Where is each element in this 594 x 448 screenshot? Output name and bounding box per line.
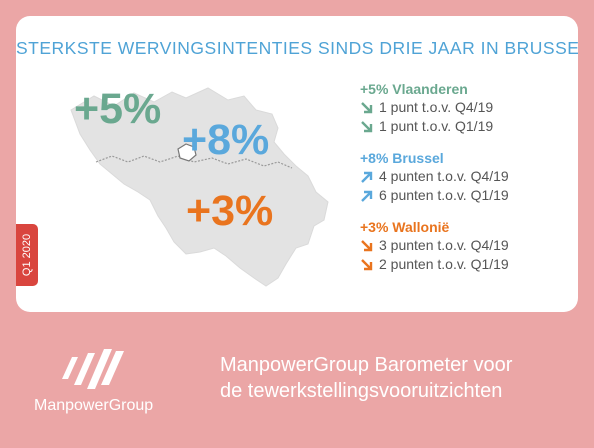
legend-row: 3 punten t.o.v. Q4/19 — [360, 236, 570, 255]
quarter-tab: Q1 2020 — [16, 224, 38, 286]
brand-name: ManpowerGroup — [34, 397, 154, 414]
belgium-map — [70, 87, 329, 287]
barometer-line-1: ManpowerGroup Barometer voor — [220, 354, 513, 376]
arrow-down-right-icon — [361, 239, 373, 251]
legend-row: 6 punten t.o.v. Q1/19 — [360, 186, 570, 205]
brussels-outline — [177, 143, 197, 162]
wallonie-value: +3% — [186, 187, 274, 235]
legend-row: 1 punt t.o.v. Q4/19 — [360, 98, 570, 117]
arrow-down-right-icon — [361, 101, 373, 113]
legend-row-text: 4 punten t.o.v. Q4/19 — [379, 168, 509, 184]
barometer-line-2: de tewerkstellingsvooruitzichten — [220, 380, 503, 402]
vlaanderen-value: +5% — [74, 85, 162, 133]
legend-row: 1 punt t.o.v. Q1/19 — [360, 117, 570, 136]
legend-row: 4 punten t.o.v. Q4/19 — [360, 167, 570, 186]
legend-row-text: 1 punt t.o.v. Q1/19 — [379, 118, 494, 134]
legend-heading: +3% Wallonië — [360, 219, 450, 235]
legend-group-brussel: +8% Brussel 4 punten t.o.v. Q4/19 6 punt… — [360, 149, 570, 205]
infographic-title: STERKSTE WERVINGSINTENTIES SINDS DRIE JA… — [16, 38, 578, 58]
quarter-label: Q1 2020 — [21, 233, 33, 277]
infographic-card: STERKSTE WERVINGSINTENTIES SINDS DRIE JA… — [16, 16, 578, 312]
legend-heading: +5% Vlaanderen — [360, 81, 468, 97]
legend-row-text: 1 punt t.o.v. Q4/19 — [379, 99, 494, 115]
legend-heading: +8% Brussel — [360, 150, 444, 166]
arrow-down-right-icon — [361, 258, 373, 270]
legend-row-text: 6 punten t.o.v. Q1/19 — [379, 187, 509, 203]
manpowergroup-logo-icon — [62, 349, 124, 389]
legend: +5% Vlaanderen 1 punt t.o.v. Q4/19 1 pun… — [360, 80, 570, 287]
legend-row: 2 punten t.o.v. Q1/19 — [360, 255, 570, 274]
legend-row-text: 2 punten t.o.v. Q1/19 — [379, 256, 509, 272]
arrow-up-right-icon — [361, 190, 373, 202]
legend-group-wallonie: +3% Wallonië 3 punten t.o.v. Q4/19 2 pun… — [360, 218, 570, 274]
arrow-down-right-icon — [361, 120, 373, 132]
legend-group-vlaanderen: +5% Vlaanderen 1 punt t.o.v. Q4/19 1 pun… — [360, 80, 570, 136]
belgium-shape — [70, 87, 329, 287]
barometer-caption: ManpowerGroup Barometer voor de tewerkst… — [220, 352, 512, 404]
arrow-up-right-icon — [361, 171, 373, 183]
legend-row-text: 3 punten t.o.v. Q4/19 — [379, 237, 509, 253]
brussel-value: +8% — [182, 116, 270, 164]
